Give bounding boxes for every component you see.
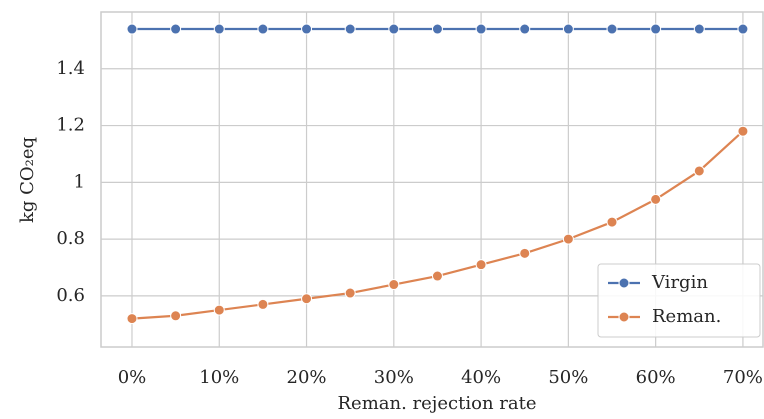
point	[475, 23, 487, 35]
legend-label: Virgin	[651, 272, 708, 293]
point	[475, 259, 487, 271]
y-tick-label: 0.8	[56, 228, 85, 249]
point	[170, 23, 182, 35]
point	[388, 279, 400, 291]
point	[693, 165, 705, 177]
legend-marker	[618, 277, 630, 289]
point	[431, 23, 443, 35]
point	[562, 23, 574, 35]
y-tick-label: 0.6	[56, 285, 85, 306]
x-tick-label: 20%	[287, 367, 327, 388]
x-tick-label: 30%	[374, 367, 414, 388]
point	[213, 304, 225, 316]
point	[519, 247, 531, 259]
legend-label: Reman.	[652, 306, 721, 327]
x-tick-label: 10%	[199, 367, 239, 388]
point	[301, 23, 313, 35]
x-axis-label: Reman. rejection rate	[338, 393, 537, 414]
x-tick-label: 40%	[461, 367, 501, 388]
point	[650, 193, 662, 205]
y-tick-label: 1	[74, 171, 85, 192]
point	[606, 23, 618, 35]
point	[388, 23, 400, 35]
point	[693, 23, 705, 35]
point	[126, 23, 138, 35]
point	[650, 23, 662, 35]
point	[519, 23, 531, 35]
point	[257, 298, 269, 310]
y-axis-label: kg CO₂eq	[17, 137, 38, 223]
plot-frame	[100, 11, 764, 348]
point	[213, 23, 225, 35]
point	[562, 233, 574, 245]
x-tick-label: 60%	[636, 367, 676, 388]
y-tick-label: 1.2	[56, 115, 85, 136]
legend-marker	[618, 311, 630, 323]
point	[301, 293, 313, 305]
point	[257, 23, 269, 35]
point	[344, 287, 356, 299]
x-tick-label: 50%	[548, 367, 588, 388]
point	[126, 313, 138, 325]
y-tick-label: 1.4	[56, 58, 85, 79]
x-tick-label: 70%	[723, 367, 763, 388]
point	[344, 23, 356, 35]
point	[170, 310, 182, 322]
x-tick-label: 0%	[118, 367, 147, 388]
point	[431, 270, 443, 282]
point	[606, 216, 618, 228]
point	[737, 23, 749, 35]
point	[737, 125, 749, 137]
